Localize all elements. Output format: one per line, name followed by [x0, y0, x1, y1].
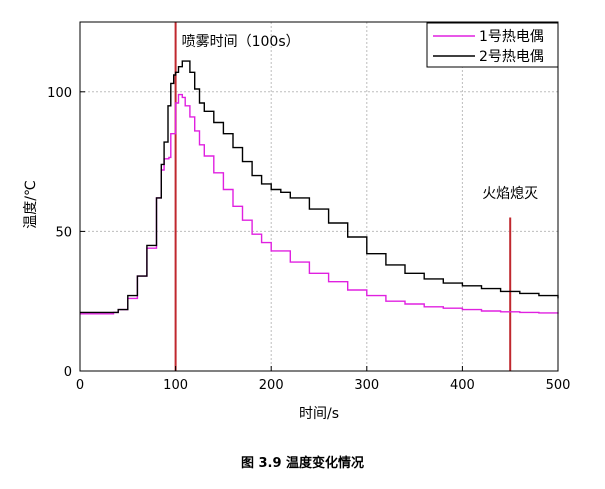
x-tick-label: 200 — [259, 378, 284, 393]
x-tick-label: 100 — [163, 378, 188, 393]
figure-caption: 图 3.9 温度变化情况 — [240, 456, 365, 471]
tick-layer: 0 100 200 300 400 500 0 50 100 — [47, 86, 570, 393]
legend-label-1: 1号热电偶 — [479, 29, 544, 45]
legend-label-2: 2号热电偶 — [479, 49, 544, 65]
annotation-spray-time: 喷雾时间（100s） — [182, 34, 300, 50]
legend: 1号热电偶 2号热电偶 — [426, 22, 559, 68]
legend-box — [426, 22, 559, 68]
series-line-1 — [80, 93, 559, 315]
series-layer — [80, 60, 559, 315]
x-axis-title: 时间/s — [299, 406, 339, 422]
series-line-2 — [80, 60, 559, 314]
annotation-lines — [174, 22, 512, 371]
temperature-chart: 0 100 200 300 400 500 0 50 100 时间/s 温度/℃ 喷雾时间（10… — [23, 21, 570, 422]
y-tick-label: 0 — [64, 365, 72, 380]
x-tick-label: 300 — [354, 378, 379, 393]
annotation-flame-out: 火焰熄灭 — [482, 185, 538, 202]
x-tick-label: 500 — [546, 378, 571, 393]
annotation-labels: 喷雾时间（100s） 火焰熄灭 — [182, 34, 539, 202]
x-tick-label: 0 — [76, 378, 84, 393]
y-tick-label: 50 — [55, 225, 72, 240]
y-axis-title: 温度/℃ — [23, 180, 39, 228]
plot-frame — [79, 21, 559, 372]
x-tick-label: 400 — [450, 378, 475, 393]
y-tick-label: 100 — [47, 86, 72, 101]
